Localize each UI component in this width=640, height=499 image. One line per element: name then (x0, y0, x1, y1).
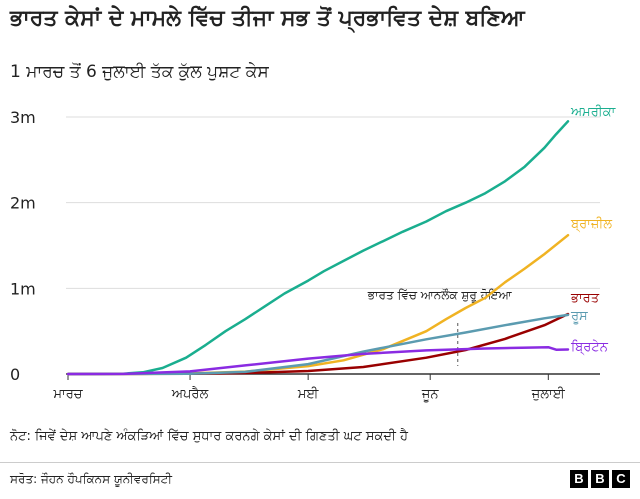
series-line (66, 120, 570, 376)
source-text: ਸਰੋਤ: ਜੌਹਨ ਹੌਪਕਿਨਸ ਯੂਨੀਵਰਸਿਟੀ (10, 472, 172, 486)
series-label: ਭਾਰਤ (570, 291, 600, 306)
x-tick-label: ਜੁਲਾਈ (531, 387, 566, 402)
series-line (66, 233, 570, 376)
series-label: ਬ੍ਰਾਜ਼ੀਲ (570, 217, 612, 233)
bbc-logo: B B C (570, 470, 630, 488)
y-tick-label: 2m (10, 194, 36, 213)
bbc-logo-letter: B (570, 470, 588, 488)
footer-divider (0, 462, 640, 463)
series-line (66, 313, 570, 376)
bbc-logo-letter: C (612, 470, 630, 488)
y-tick-label: 0 (10, 365, 20, 384)
series-label: ਅਮਰੀਕਾ (570, 105, 617, 120)
chart-subtitle: 1 ਮਾਰਚ ਤੋਂ 6 ਜੁਲਾਈ ਤੱਕ ਕੁੱਲ ਪੁਸ਼ਟ ਕੇਸ (10, 62, 269, 82)
line-chart: 0 1m 2m 3m ਮਾਰਚ ਅਪਰੈਲ ਮਈ ਜੂਨ ਜੁਲਾਈ ਭਾਰਤ ਵਿੱਚ ਆਨਲੌ… (10, 105, 617, 402)
x-tick-label: ਅਪਰੈਲ (171, 386, 209, 402)
y-tick-label: 1m (10, 279, 36, 298)
annotation-label: ਭਾਰਤ ਵਿੱਚ ਆਨਲੌਕ ਸ਼ੁਰੂ ਹੋਇਆ (367, 288, 513, 303)
x-tick-label: ਜੂਨ (421, 387, 439, 402)
chart-title: ਭਾਰਤ ਕੇਸਾਂ ਦੇ ਮਾਮਲੇ ਵਿੱਚ ਤੀਜਾ ਸਭ ਤੋਂ ਪ੍ਰ… (10, 6, 525, 31)
x-tick-label: ਮਾਰਚ (52, 387, 83, 402)
series-label: ਬ੍ਰਿਟੇਨ (570, 340, 609, 356)
series-label: ਰੂਸ (570, 309, 588, 324)
series-line (66, 345, 570, 376)
chart-note: ਨੋਟ: ਜਿਵੇਂ ਦੇਸ਼ ਆਪਣੇ ਅੰਕੜਿਆਂ ਵਿੱਚ ਸੁਧਾਰ … (10, 429, 409, 444)
y-tick-label: 3m (10, 108, 36, 127)
bbc-logo-letter: B (591, 470, 609, 488)
x-tick-label: ਮਈ (297, 387, 320, 402)
